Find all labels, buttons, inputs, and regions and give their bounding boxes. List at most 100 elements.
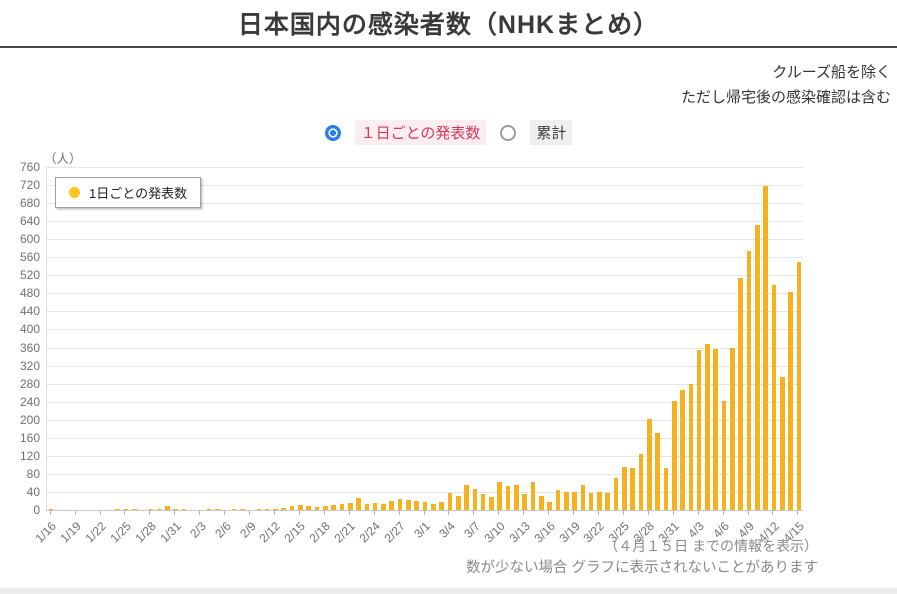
bar-4/7[interactable]	[730, 347, 735, 510]
bar-3/24[interactable]	[613, 478, 619, 510]
bar-1/25[interactable]	[123, 509, 129, 510]
bar-4/13[interactable]	[779, 377, 785, 510]
bar-3/19[interactable]	[572, 491, 577, 510]
cumulative-radio-label[interactable]: 累計	[530, 120, 573, 145]
bar-3/17[interactable]	[555, 490, 561, 510]
x-tick-mark	[797, 510, 799, 515]
bar-1/30[interactable]	[165, 506, 170, 510]
bar-4/4[interactable]	[705, 344, 710, 510]
bar-2/1[interactable]	[181, 509, 187, 510]
x-tick-mark	[697, 510, 699, 515]
bar-4/3[interactable]	[696, 349, 702, 510]
cumulative-radio-button[interactable]	[500, 124, 517, 141]
bar-4/1[interactable]	[680, 389, 685, 510]
bar-3/31[interactable]	[671, 400, 677, 510]
bar-2/16[interactable]	[306, 505, 311, 510]
bar-4/15[interactable]	[796, 262, 802, 510]
bar-2/10[interactable]	[256, 509, 262, 510]
bar-3/20[interactable]	[580, 485, 586, 510]
bar-4/8[interactable]	[738, 277, 743, 510]
bar-2/11[interactable]	[264, 509, 270, 510]
bar-3/28[interactable]	[647, 419, 652, 510]
daily-radio-button[interactable]	[324, 124, 341, 141]
y-tick-label: 200	[19, 412, 40, 427]
bar-3/9[interactable]	[489, 497, 494, 510]
daily-radio-label[interactable]: １日ごとの発表数	[354, 120, 487, 145]
bar-4/10[interactable]	[755, 224, 760, 510]
bar-3/12[interactable]	[514, 485, 519, 510]
bar-3/10[interactable]	[497, 482, 503, 510]
bar-3/22[interactable]	[597, 491, 602, 510]
bar-1/28[interactable]	[148, 509, 154, 510]
bar-2/18[interactable]	[323, 505, 328, 510]
bar-3/6[interactable]	[464, 485, 469, 510]
bar-2/8[interactable]	[239, 509, 245, 510]
bar-3/21[interactable]	[588, 492, 594, 510]
bar-3/26[interactable]	[630, 468, 635, 510]
data-as-of-note: （４月１５日 までの情報を表示）	[604, 538, 818, 554]
x-tick-mark	[647, 510, 649, 515]
bar-3/8[interactable]	[480, 494, 486, 510]
bar-1/24[interactable]	[115, 509, 120, 510]
bar-3/18[interactable]	[563, 491, 569, 510]
bar-3/5[interactable]	[455, 496, 461, 510]
bar-1/16[interactable]	[48, 509, 54, 510]
bar-3/3[interactable]	[439, 501, 444, 510]
bar-2/20[interactable]	[339, 504, 345, 510]
bar-1/26[interactable]	[131, 509, 137, 510]
x-tick-mark	[573, 510, 575, 515]
bar-3/27[interactable]	[638, 454, 644, 510]
bar-2/23[interactable]	[364, 504, 370, 510]
bar-3/15[interactable]	[539, 496, 544, 510]
bar-3/14[interactable]	[530, 481, 536, 510]
bar-2/27[interactable]	[397, 499, 403, 510]
bar-2/13[interactable]	[281, 508, 287, 510]
bar-3/30[interactable]	[663, 467, 669, 510]
x-tick-mark	[373, 510, 375, 515]
bar-3/11[interactable]	[505, 486, 511, 510]
bar-2/4[interactable]	[206, 509, 212, 510]
gridline	[47, 329, 803, 331]
x-tick-mark	[622, 510, 624, 515]
bar-1/31[interactable]	[173, 509, 179, 510]
bar-4/9[interactable]	[746, 250, 752, 510]
bar-3/23[interactable]	[605, 492, 611, 510]
bar-3/13[interactable]	[522, 494, 527, 510]
bar-2/26[interactable]	[389, 500, 395, 510]
x-tick-mark	[498, 510, 500, 515]
bar-4/12[interactable]	[771, 284, 777, 510]
bar-4/14[interactable]	[788, 292, 793, 510]
bar-4/2[interactable]	[688, 384, 694, 510]
bar-2/17[interactable]	[314, 506, 320, 510]
bar-3/16[interactable]	[547, 501, 552, 510]
bar-3/4[interactable]	[447, 493, 453, 510]
bar-2/25[interactable]	[381, 504, 386, 510]
bar-2/24[interactable]	[372, 503, 378, 510]
legend-label: 1日ごとの発表数	[89, 186, 188, 201]
bar-1/29[interactable]	[156, 509, 162, 510]
bar-4/6[interactable]	[721, 400, 727, 510]
bar-3/2[interactable]	[431, 503, 436, 510]
bar-4/5[interactable]	[713, 349, 719, 510]
bar-2/21[interactable]	[347, 502, 353, 510]
gridline	[47, 311, 803, 313]
chart-annotations: クルーズ船を除く ただし帰宅後の感染確認は含む	[681, 60, 891, 110]
bar-2/15[interactable]	[298, 504, 303, 510]
bar-2/22[interactable]	[356, 497, 361, 510]
bar-2/28[interactable]	[406, 500, 411, 510]
bar-3/25[interactable]	[622, 467, 627, 510]
bar-2/5[interactable]	[215, 509, 220, 510]
bar-4/11[interactable]	[763, 185, 768, 510]
bar-3/1[interactable]	[422, 502, 428, 510]
bar-2/19[interactable]	[331, 505, 336, 510]
y-tick-label: 560	[19, 250, 40, 265]
bar-2/29[interactable]	[414, 501, 419, 510]
bar-2/12[interactable]	[273, 509, 278, 510]
bar-2/14[interactable]	[289, 505, 295, 510]
bar-2/7[interactable]	[231, 509, 237, 510]
bar-3/7[interactable]	[472, 489, 478, 510]
footer-notes: （４月１５日 までの情報を表示） 数が少ない場合 グラフに表示されないことがあり…	[466, 536, 818, 579]
gridline	[47, 185, 803, 187]
y-tick-label: 0	[33, 503, 40, 517]
bar-3/29[interactable]	[655, 433, 660, 510]
